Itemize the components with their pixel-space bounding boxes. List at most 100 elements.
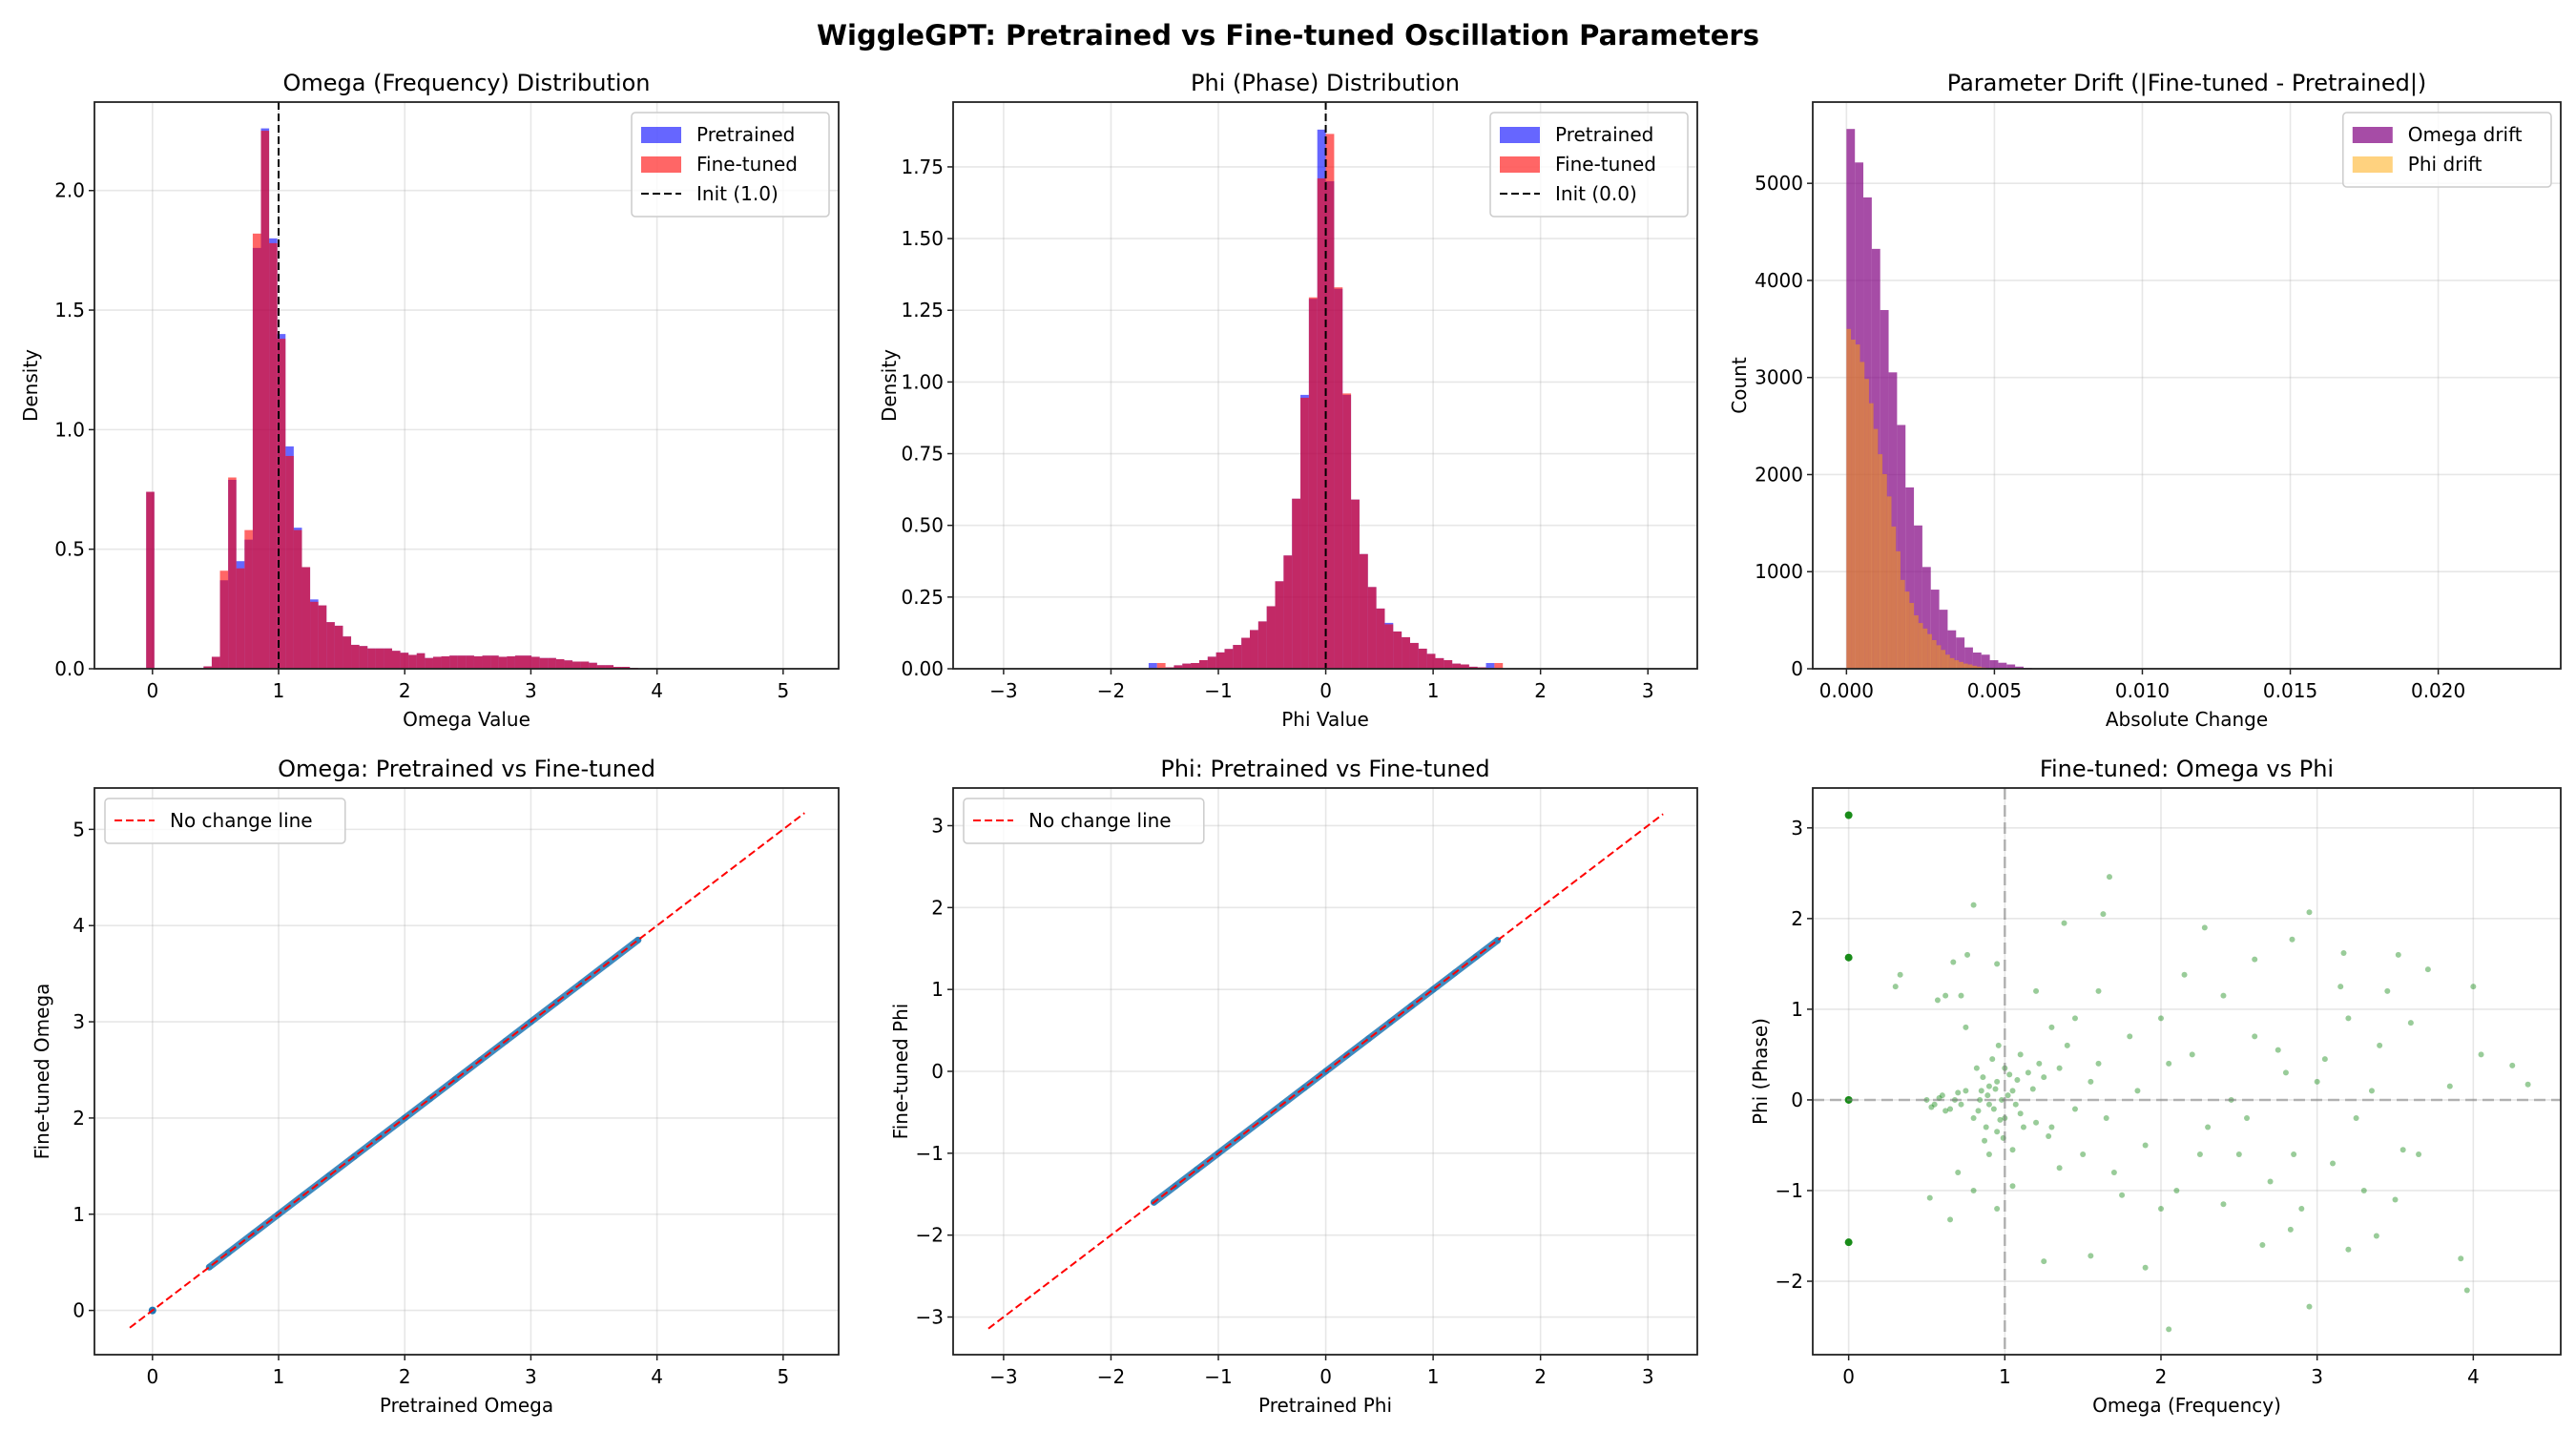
scatter-point (2458, 1255, 2464, 1262)
legend-swatch (1500, 156, 1540, 173)
histogram-bar (514, 655, 524, 669)
scatter-point (2046, 1132, 2052, 1139)
histogram-bar (1873, 428, 1879, 669)
y-tick-label: 5 (73, 818, 85, 840)
histogram-bar (203, 666, 212, 669)
scatter-point (1963, 1088, 1969, 1094)
histogram-bar (359, 646, 368, 669)
scatter-point (2463, 1287, 2470, 1294)
scatter-point (2041, 1074, 2047, 1081)
x-tick-label: 1 (273, 1365, 285, 1388)
scatter-point (1989, 1056, 1996, 1063)
y-tick-label: 0.50 (901, 514, 944, 537)
scatter-point (2470, 984, 2477, 990)
x-tick-label: 2 (1534, 1365, 1547, 1388)
histogram-bar (252, 233, 261, 669)
scatter-point (2088, 1253, 2094, 1259)
histogram-bar (384, 648, 392, 669)
scatter-point (2036, 1060, 2043, 1067)
legend-label: Phi drift (2408, 153, 2483, 176)
histogram-bar (219, 570, 229, 669)
histogram-bar (482, 655, 491, 669)
scatter-point (2205, 1124, 2212, 1130)
scatter-point (1958, 1101, 1964, 1108)
scatter-point (2345, 1015, 2352, 1022)
x-axis-label: Omega (Frequency) (2092, 1394, 2281, 1417)
histogram-bar (1485, 662, 1495, 669)
histogram-bar (1191, 662, 1199, 669)
y-tick-label: 1 (73, 1203, 85, 1226)
legend-label: Fine-tuned (1555, 153, 1656, 176)
scatter-point (2321, 1056, 2328, 1063)
histogram-bar (1859, 362, 1865, 669)
scatter-point (2291, 1151, 2297, 1157)
y-axis-label: Density (19, 349, 42, 422)
y-tick-label: 2 (931, 896, 944, 919)
y-axis-label: Fine-tuned Omega (31, 984, 53, 1160)
histogram-bar (277, 339, 286, 669)
scatter-point (2189, 1051, 2195, 1058)
scatter-point (1947, 1216, 1954, 1223)
histogram-bar (473, 655, 483, 669)
histogram-bar (1947, 630, 1957, 669)
scatter-point (2298, 1205, 2305, 1212)
x-tick-label: −1 (1204, 1365, 1232, 1388)
histogram-bar (301, 567, 311, 669)
scatter-point (2095, 987, 2102, 994)
scatter-point (2395, 951, 2401, 958)
legend-label: Fine-tuned (696, 153, 798, 176)
histogram-bar (1215, 652, 1225, 669)
scatter-point (2088, 1078, 2094, 1085)
scatter-point (2337, 984, 2344, 990)
scatter-point (2005, 1092, 2011, 1099)
scatter-point (2127, 1033, 2133, 1040)
scatter-point (2196, 1151, 2203, 1157)
histogram-bar (1342, 393, 1352, 669)
scatter-point (1995, 1042, 2002, 1048)
histogram-bar (1918, 623, 1923, 669)
scatter-point (2267, 1178, 2274, 1185)
y-tick-label: 1.5 (54, 299, 85, 321)
scatter-point (1994, 1205, 2001, 1212)
histogram-bar (1452, 663, 1462, 669)
scatter-point (2020, 1124, 2026, 1130)
legend-label: No change line (170, 809, 313, 832)
histogram-bar (605, 665, 614, 669)
scatter-point (2017, 1110, 2024, 1117)
histogram-bar (1444, 659, 1453, 669)
scatter-point (2235, 1151, 2242, 1157)
scatter-point (1984, 1092, 1991, 1099)
histogram-bar (572, 661, 581, 669)
histogram-bar (293, 529, 302, 669)
histogram-bar (507, 655, 515, 669)
x-tick-label: 4 (651, 679, 663, 702)
scatter-point (2509, 1062, 2516, 1068)
figure-title: WiggleGPT: Pretrained vs Fine-tuned Osci… (817, 19, 1759, 52)
scatter-point (2014, 1077, 2021, 1084)
scatter-point (1970, 1114, 1977, 1121)
scatter-point (1992, 1086, 1999, 1092)
histogram-bar (1914, 615, 1919, 669)
x-axis-label: Pretrained Phi (1258, 1394, 1392, 1417)
histogram-bar (1891, 526, 1897, 669)
scatter-point (2407, 1020, 2414, 1027)
x-axis-label: Absolute Change (2106, 708, 2268, 731)
scatter-point (2071, 1106, 2078, 1112)
no-change-line (129, 812, 805, 1329)
histogram-bar (1851, 340, 1856, 669)
scatter-point (2033, 1119, 2040, 1126)
scatter-point (2345, 1246, 2352, 1253)
histogram-bar (1888, 372, 1898, 669)
legend-label: Init (0.0) (1555, 182, 1637, 205)
x-tick-label: −2 (1097, 679, 1125, 702)
scatter-point (2142, 1264, 2149, 1271)
y-tick-label: 1.75 (901, 156, 944, 178)
scatter-point (2095, 1060, 2102, 1067)
histogram-bar (621, 666, 631, 669)
subplot-title: Parameter Drift (|Fine-tuned - Pretraine… (1947, 70, 2427, 96)
scatter-point (1985, 1083, 1992, 1089)
histogram-bar (1882, 473, 1887, 669)
plot-area (1846, 129, 2058, 669)
legend-swatch (2352, 156, 2393, 173)
